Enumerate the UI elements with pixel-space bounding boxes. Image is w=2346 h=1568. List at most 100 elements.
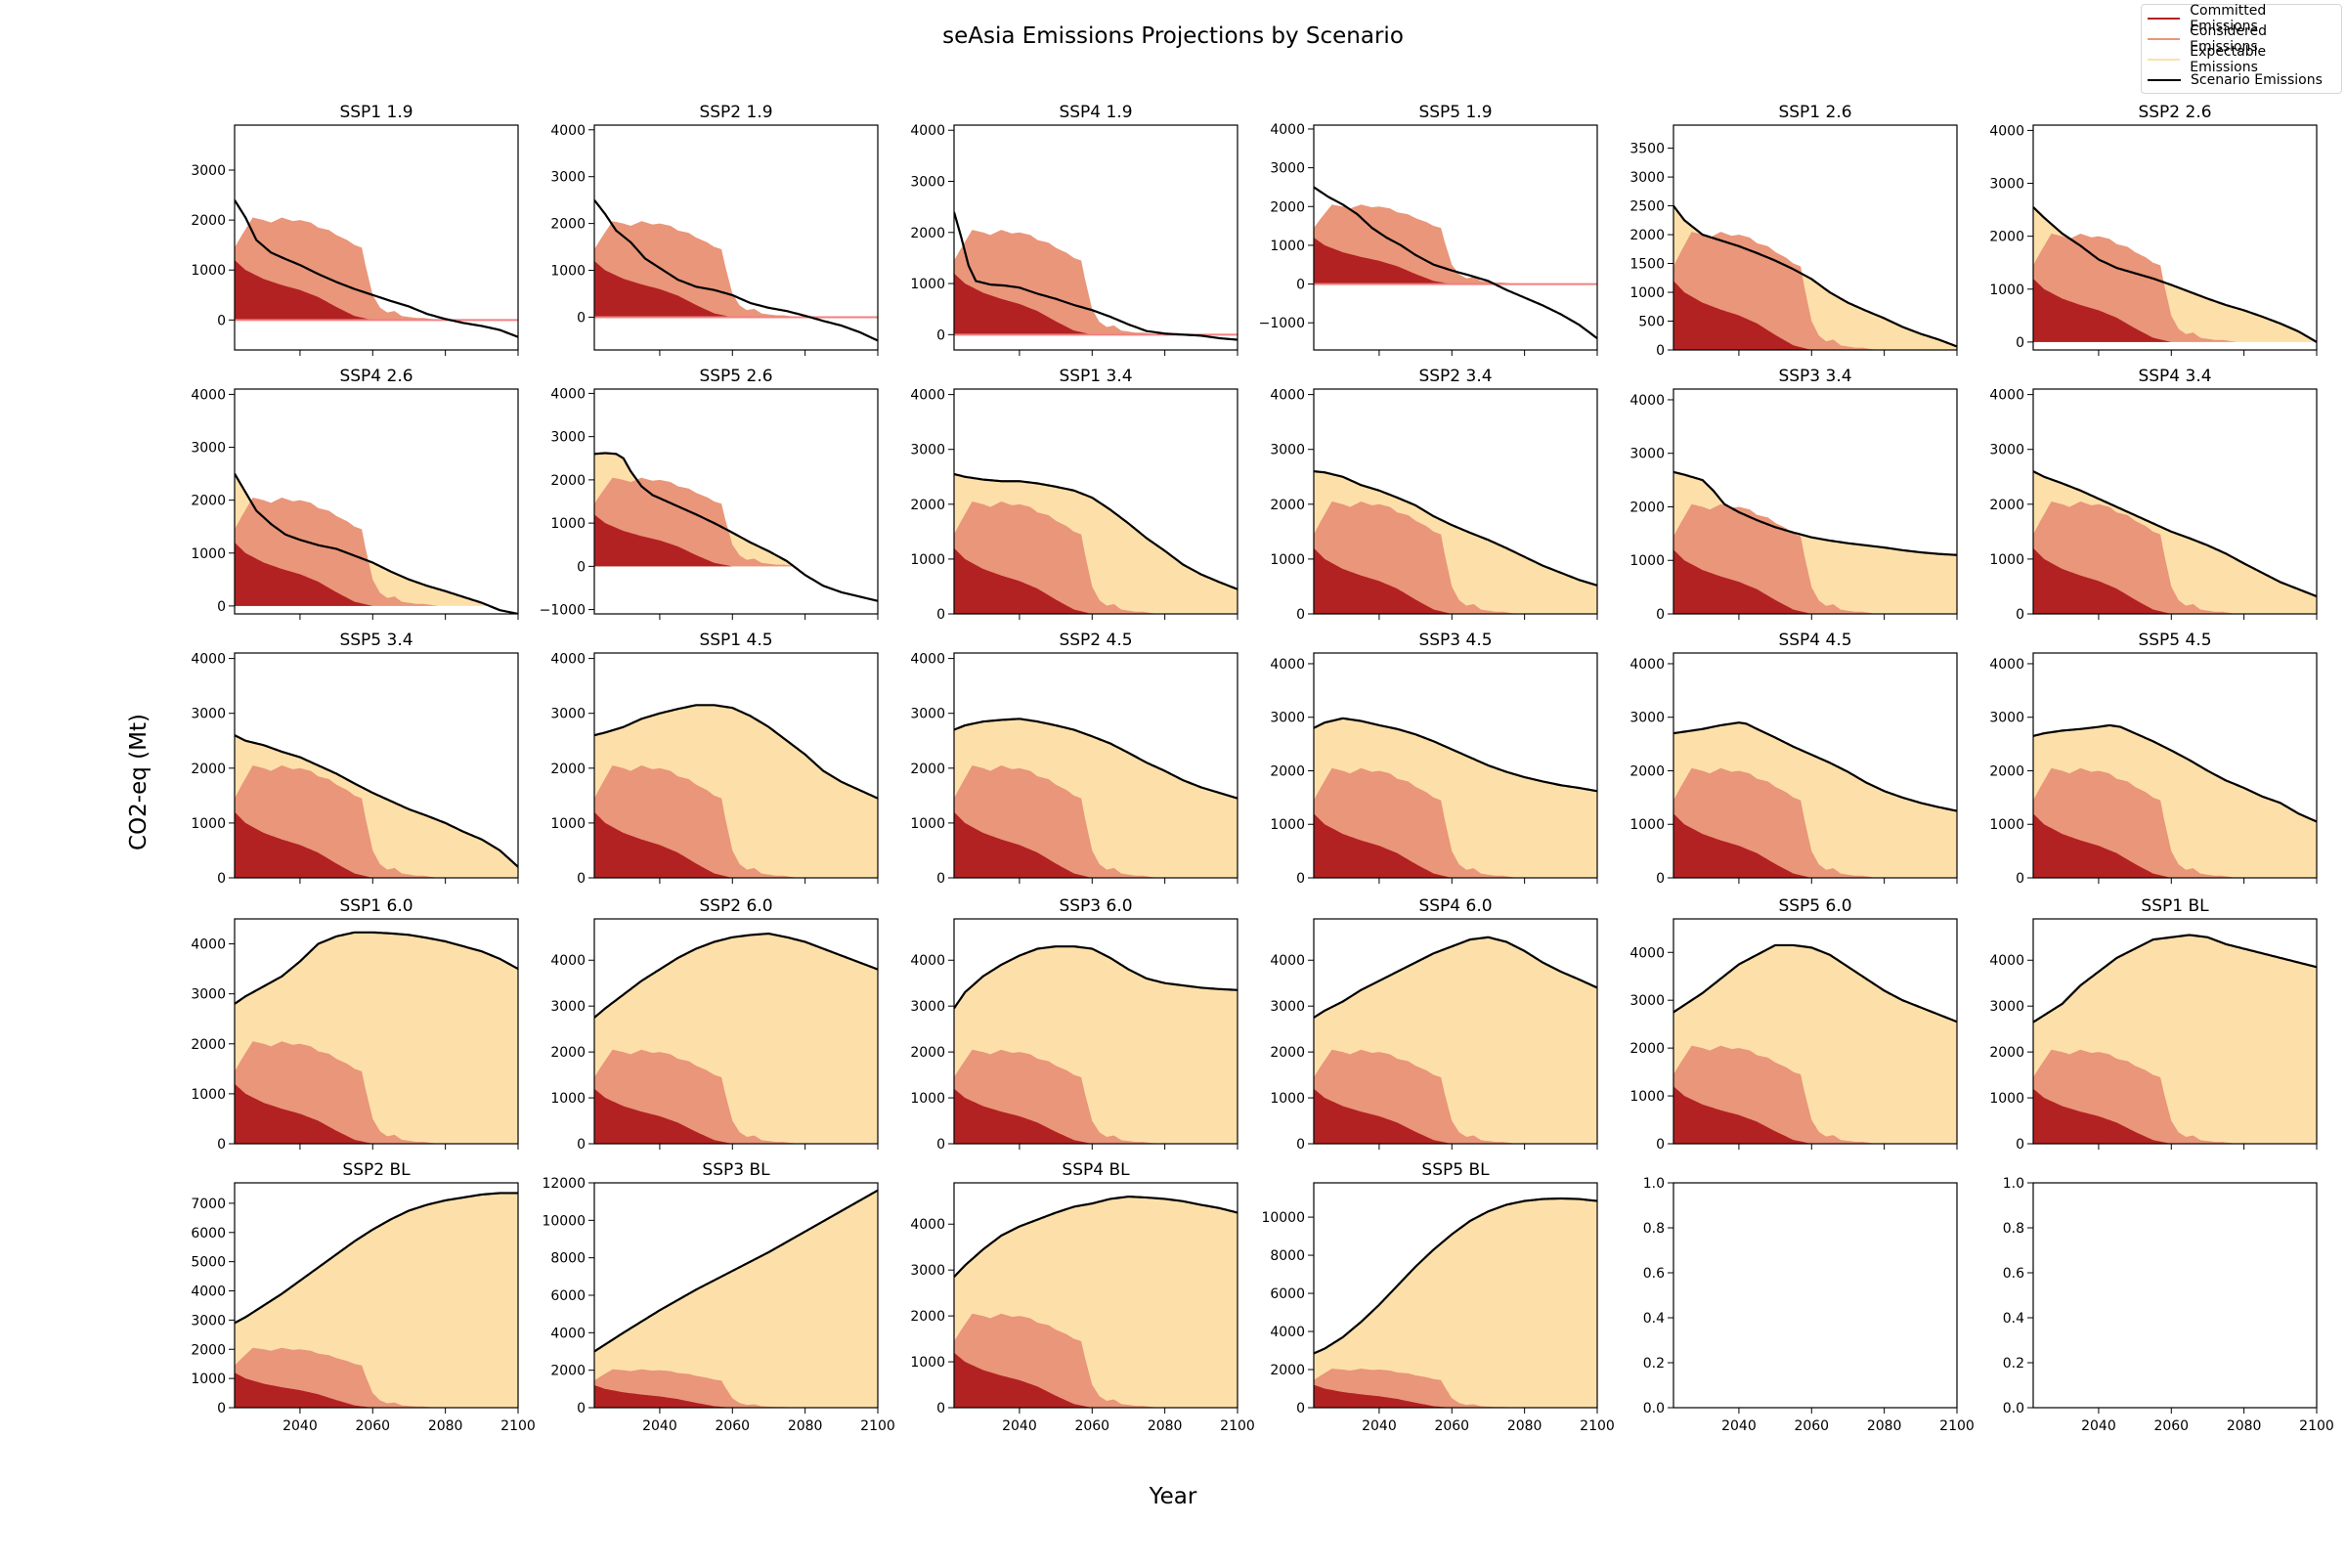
committed-area [2033,547,2317,614]
y-tick-label: 1000 [910,552,945,568]
y-tick-label: 0 [936,327,945,343]
y-tick-label: 3000 [910,707,945,722]
axes-frame [593,918,879,1145]
y-tick-label: 0.0 [2003,1401,2024,1416]
y-tick-label: 1000 [910,1091,945,1107]
axes-frame [2032,652,2318,879]
y-tick-label: 4000 [1270,657,1305,673]
y-tick-label: 4000 [1629,393,1665,409]
y-tick-label: 2000 [1270,1045,1305,1061]
committed-area [1673,813,1957,878]
legend-item-committed: Committed Emissions [2148,3,2335,34]
scenario-line [2033,470,2317,598]
y-tick-label: 3000 [910,443,945,458]
scenario-line [235,473,518,614]
committed-area [235,1372,518,1408]
plot-area [235,199,518,338]
subplot-title: SSP1 2.6 [1778,103,1851,122]
committed-area [954,273,1238,335]
y-tick-label: 4000 [191,652,226,668]
scenario-line [594,704,878,800]
y-tick-label: 4000 [1270,388,1305,404]
subplot-ssp4-19: 0 1000 2000 3000 4000 SSP4 1.9 [910,103,1238,356]
y-tick-label: 2000 [191,1342,226,1358]
plot-area [1314,470,1597,614]
plot-area [1314,186,1597,339]
y-tick-label: 4000 [191,387,226,403]
subplot-title: SSP5 1.9 [1418,103,1492,122]
y-tick-label: 4000 [1270,1325,1305,1340]
axes-frame [2032,124,2318,351]
y-tick-label: 1000 [1270,552,1305,568]
y-tick-label: 0 [1296,1137,1305,1153]
y-tick-label: 2000 [910,1045,945,1061]
y-tick-label: 4000 [191,1285,226,1300]
expectable-area [1314,1198,1597,1408]
subplot-ssp2-19: 0 1000 2000 3000 4000 SSP2 1.9 [550,103,879,356]
y-tick-label: 4000 [1989,388,2024,404]
plot-area [954,718,1238,878]
axes-frame [1673,652,1958,879]
plot-area [2033,723,2317,878]
y-tick-label: 500 [1638,315,1665,330]
y-tick-label: 0 [577,1401,586,1416]
y-tick-label: 1000 [550,816,586,832]
y-tick-label: 2000 [1270,1363,1305,1378]
y-tick-label: 0.8 [1643,1221,1665,1237]
y-tick-label: 2000 [191,213,226,229]
axes-frame [1313,918,1598,1145]
plot-area [2033,206,2317,343]
y-tick-label: 0 [1656,1137,1665,1153]
y-tick-label: 1000 [550,264,586,280]
scenario-line [1673,721,1957,812]
axes-frame [234,652,519,879]
subplot-ssp3-60: 0 1000 2000 3000 4000 SSP3 6.0 [910,896,1238,1153]
y-tick-label: 8000 [1270,1248,1305,1264]
scenario-line [235,734,518,868]
y-tick-label: 4000 [910,953,945,969]
y-tick-label: 0.0 [1643,1401,1665,1416]
y-tick-label: 3000 [1629,993,1665,1009]
committed-area [954,547,1238,614]
committed-area [594,811,878,878]
y-tick-label: 3000 [1629,447,1665,462]
y-tick-label: 0.8 [2003,1221,2024,1237]
x-tick-label: 2040 [1362,1418,1397,1434]
committed-area [235,811,518,878]
y-tick-label: 3000 [1989,711,2024,726]
subplot-title: SSP2 1.9 [699,103,772,122]
axes-frame [953,388,1238,615]
y-tick-label: 0 [936,607,945,623]
y-tick-label: 3500 [1629,142,1665,157]
scenario-line [1314,186,1597,339]
y-tick-label: 2000 [550,1364,586,1379]
plot-area [954,472,1238,614]
y-tick-label: 1000 [1629,817,1665,833]
subplot-ssp2-60: 0 1000 2000 3000 4000 SSP2 6.0 [550,896,879,1153]
y-tick-label: 1000 [1629,285,1665,301]
legend-label-scenario: Scenario Emissions [2191,71,2323,88]
subplot-title: SSP3 BL [702,1160,770,1180]
legend-item-scenario: Scenario Emissions [2148,69,2335,90]
y-tick-label: 1.0 [2003,1176,2024,1192]
y-tick-label: 2500 [1629,199,1665,215]
plot-area [594,932,878,1144]
y-tick-label: 3000 [550,707,586,722]
y-tick-label: 1000 [1629,1089,1665,1105]
committed-area [2033,813,2317,878]
x-tick-label: 2080 [1507,1418,1542,1434]
y-tick-label: 2000 [1270,199,1305,215]
y-tick-label: 0.6 [2003,1266,2024,1282]
y-tick-label: 2000 [1629,228,1665,243]
scenario-line [2033,206,2317,343]
y-tick-label: 2000 [910,762,945,777]
scenario-line [1314,717,1597,793]
y-tick-label: 2000 [1629,500,1665,515]
axes-frame [1313,652,1598,879]
y-tick-label: 3000 [1629,711,1665,726]
y-tick-label: 4000 [910,1217,945,1233]
axes-frame [953,124,1238,351]
y-tick-label: 1000 [550,516,586,532]
axes-frame [593,388,879,615]
y-tick-label: 2000 [550,1045,586,1061]
